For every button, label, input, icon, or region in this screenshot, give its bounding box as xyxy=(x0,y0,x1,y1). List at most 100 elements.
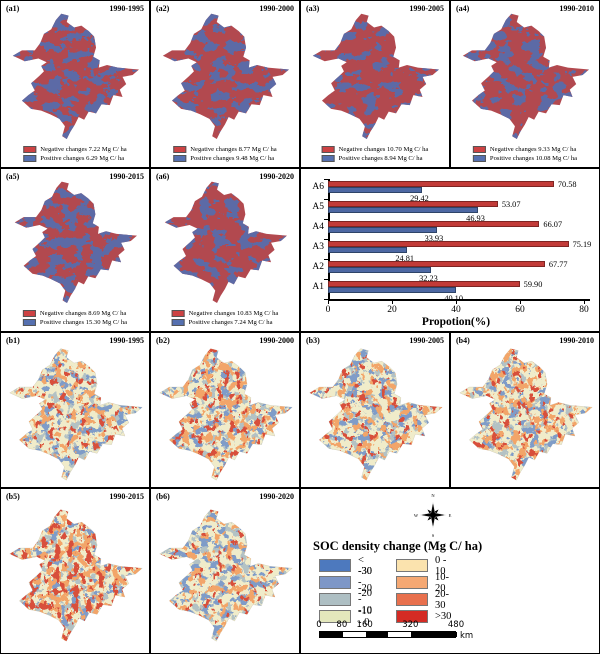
region-map-svg xyxy=(14,181,137,303)
category-label: A1 xyxy=(312,282,324,292)
negative-change-row: Negative changes 7.22 Mg C/ ha xyxy=(23,145,127,154)
category-label: A3 xyxy=(312,242,324,252)
positive-change-row: Positive changes 8.94 Mg C/ ha xyxy=(321,154,429,163)
scale-bar-segment xyxy=(411,632,457,637)
soc-legend-label: -20 - -10 xyxy=(358,583,372,616)
map-inset-legend: Negative changes 9.33 Mg C/ ha Positive c… xyxy=(472,145,578,163)
soc-legend-item: >30 xyxy=(396,608,451,625)
panel-label: (a5) xyxy=(6,172,20,181)
negative-change-row: Negative changes 10.83 Mg C/ ha xyxy=(171,309,278,318)
positive-change-chip xyxy=(22,319,36,326)
panel-label: (a4) xyxy=(456,4,470,13)
soc-legend-label: 10-20 xyxy=(435,571,449,594)
positive-bar xyxy=(328,247,408,253)
positive-change-row: Positive changes 9.48 Mg C/ ha xyxy=(173,154,276,163)
negative-change-chip xyxy=(173,146,187,153)
map-panel-a6: (a6) 1990-2020 Negative changes 10.83 Mg C… xyxy=(150,168,300,332)
map-panel-a4: (a4) 1990-2010 Negative changes 9.33 Mg C/… xyxy=(450,0,600,168)
positive-change-chip xyxy=(173,155,187,162)
negative-bar-value: 67.77 xyxy=(548,260,568,269)
negative-change-label: Negative changes 7.22 Mg C/ ha xyxy=(40,146,127,153)
negative-bar-value: 75.19 xyxy=(572,240,592,249)
y-axis-tick xyxy=(324,178,328,180)
negative-bar xyxy=(328,201,498,207)
map-panel-b1: (b1) 1990-1995 xyxy=(0,332,150,488)
region-map-svg xyxy=(309,348,443,481)
positive-change-row: Positive changes 10.08 Mg C/ ha xyxy=(472,154,578,163)
soc-legend-item: 10-20 xyxy=(396,571,451,594)
map-a6-choropleth xyxy=(153,179,297,303)
panel-period: 1990-2020 xyxy=(259,172,294,181)
y-axis-tick xyxy=(324,298,328,300)
positive-bar-value: 32.23 xyxy=(419,273,438,283)
positive-bar-value: 40.10 xyxy=(444,293,463,303)
scale-bar: 0 80 160 320 480 km xyxy=(316,620,479,644)
negative-bar xyxy=(328,281,520,287)
soc-legend-label: -30 - -20 xyxy=(358,566,372,599)
map-panel-b5: (b5) 1990-2015 xyxy=(0,488,150,654)
positive-change-label: Positive changes 10.08 Mg C/ ha xyxy=(489,155,578,162)
negative-change-label: Negative changes 10.70 Mg C/ ha xyxy=(338,146,429,153)
map-b5-choropleth xyxy=(3,500,147,648)
map-b3-choropleth xyxy=(303,344,447,482)
panel-label: (a2) xyxy=(156,4,170,13)
soc-legend-swatch xyxy=(396,576,428,589)
scale-bar-segment xyxy=(388,632,412,637)
map-a1-choropleth xyxy=(3,11,147,139)
positive-change-label: Positive changes 7.24 Mg C/ ha xyxy=(188,319,273,326)
panel-label: (b5) xyxy=(6,492,20,501)
negative-change-row: Negative changes 8.77 Mg C/ ha xyxy=(173,145,277,154)
negative-change-chip xyxy=(22,310,36,317)
region-map-svg xyxy=(462,13,589,139)
panel-label: (b6) xyxy=(156,492,170,501)
x-axis-tick-label: 20 xyxy=(387,305,397,315)
scale-bar-segment xyxy=(342,632,366,637)
y-axis-tick xyxy=(324,218,328,220)
scale-bar-tick-label: 480 xyxy=(447,620,465,630)
x-axis-tick xyxy=(392,300,394,304)
scale-bar-tick-label: 160 xyxy=(356,620,373,630)
negative-bar-value: 70.58 xyxy=(557,180,577,189)
negative-change-row: Negative changes 8.69 Mg C/ ha xyxy=(22,309,127,318)
map-panel-a1: (a1) 1990-1995 Negative changes 7.22 Mg C/… xyxy=(0,0,150,168)
category-label: A6 xyxy=(312,182,324,192)
soc-legend-column-negative: < -30 -30 - -20 -20 - -10 -10 - 0 xyxy=(319,555,372,628)
map-inset-legend: Negative changes 10.70 Mg C/ ha Positive … xyxy=(321,145,429,163)
map-panel-b4: (b4) 1990-2010 xyxy=(450,332,600,488)
map-a2-choropleth xyxy=(153,11,297,139)
map-inset-legend: Negative changes 8.69 Mg C/ ha Positive c… xyxy=(22,309,128,327)
negative-bar xyxy=(328,261,545,267)
positive-change-label: Positive changes 15.30 Mg C/ ha xyxy=(39,319,128,326)
x-axis-line xyxy=(328,299,590,301)
positive-change-row: Positive changes 15.30 Mg C/ ha xyxy=(22,318,128,327)
bar-chart: 0 20 40 60 80 A1 59.90 40.10 A2 67.77 32.23 A3 75.19… xyxy=(301,169,599,331)
soc-legend-title: SOC density change (Mg C/ ha) xyxy=(313,539,483,553)
positive-bar xyxy=(328,267,432,273)
negative-bar-value: 53.07 xyxy=(501,200,521,209)
region-map-svg xyxy=(12,13,140,139)
positive-change-chip xyxy=(171,319,185,326)
negative-change-label: Negative changes 8.69 Mg C/ ha xyxy=(39,310,127,317)
category-label: A5 xyxy=(312,202,324,212)
map-a3-choropleth xyxy=(303,11,447,139)
category-label: A2 xyxy=(312,262,324,272)
panel-label: (a6) xyxy=(156,172,170,181)
panel-period: 1990-2010 xyxy=(559,336,594,345)
negative-change-chip xyxy=(472,146,486,153)
compass-w-label: W xyxy=(414,513,419,518)
region-map-svg xyxy=(159,509,293,642)
x-axis-tick-label: 40 xyxy=(451,305,461,315)
panel-label: (b2) xyxy=(156,336,170,345)
positive-bar xyxy=(328,227,437,233)
y-axis-tick xyxy=(324,278,328,280)
region-map-svg xyxy=(312,13,439,139)
map-panel-b2: (b2) 1990-2000 xyxy=(150,332,300,488)
y-axis-tick xyxy=(324,198,328,200)
category-label: A4 xyxy=(312,222,324,232)
positive-change-label: Positive changes 6.29 Mg C/ ha xyxy=(40,155,125,162)
positive-change-chip xyxy=(23,155,37,162)
x-axis-title: Propotion(%) xyxy=(421,316,491,328)
negative-change-row: Negative changes 10.70 Mg C/ ha xyxy=(321,145,429,154)
map-inset-legend: Negative changes 7.22 Mg C/ ha Positive c… xyxy=(23,145,127,163)
